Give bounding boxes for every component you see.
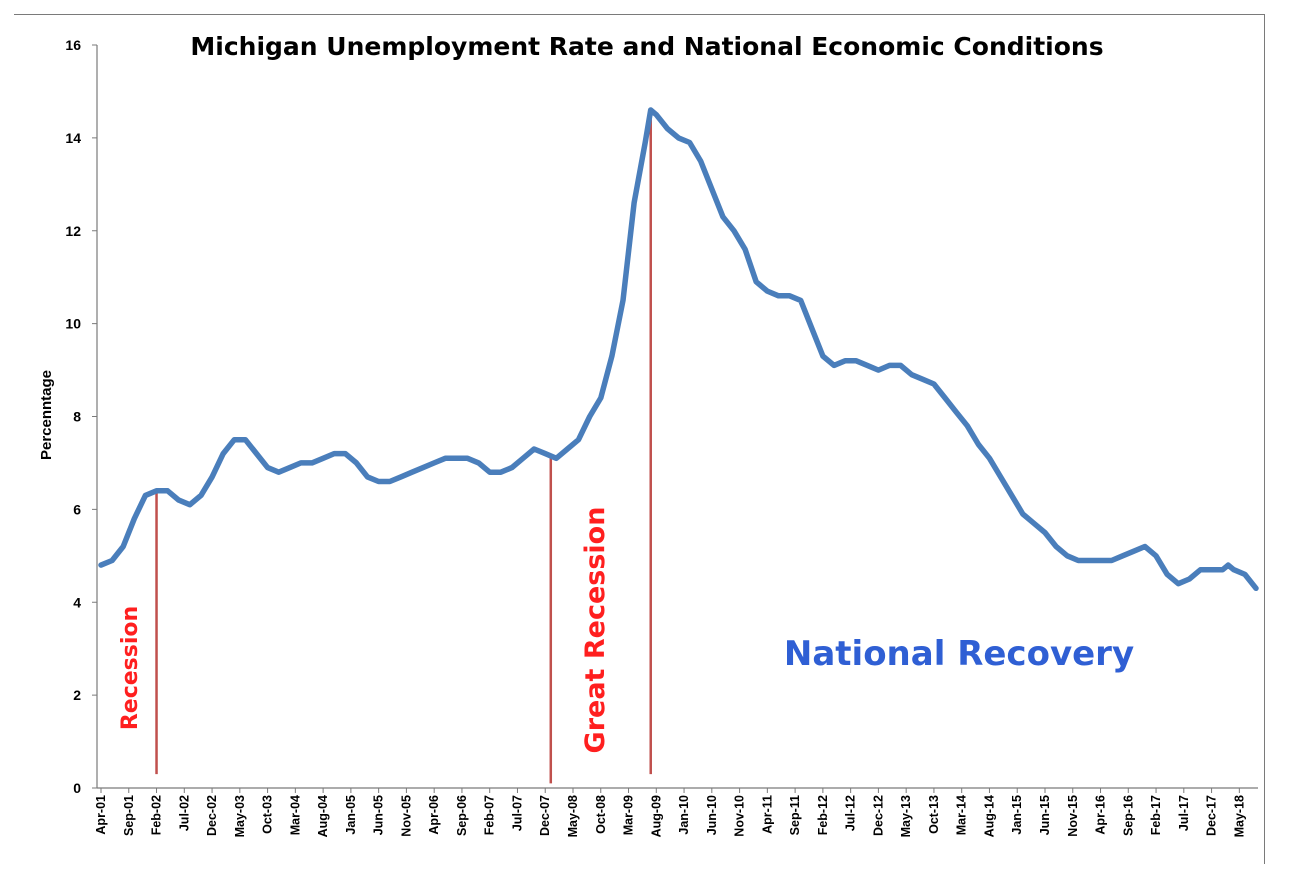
y-tick-label: 0 bbox=[73, 780, 81, 796]
x-tick-label: May-18 bbox=[1232, 795, 1246, 837]
x-tick-label: May-08 bbox=[566, 795, 580, 837]
x-tick-label: Feb-12 bbox=[816, 795, 830, 835]
chart-title: Michigan Unemployment Rate and National … bbox=[190, 32, 1103, 61]
x-tick-label: Nov-05 bbox=[399, 795, 413, 837]
x-tick-label: Jul-12 bbox=[844, 795, 858, 831]
x-tick-label: Jan-05 bbox=[344, 795, 358, 835]
x-tick-label: Apr-06 bbox=[427, 795, 441, 835]
frame-border-right bbox=[1264, 14, 1265, 864]
x-tick-label: Dec-17 bbox=[1205, 795, 1219, 836]
x-tick-label: Jan-15 bbox=[1010, 795, 1024, 835]
x-tick-label: Sep-01 bbox=[122, 795, 136, 836]
x-tick-label: Feb-02 bbox=[150, 795, 164, 835]
x-tick-label: Mar-04 bbox=[288, 795, 302, 835]
x-tick-label: May-03 bbox=[233, 795, 247, 837]
x-tick-label: Oct-03 bbox=[261, 795, 275, 834]
x-tick-label: Mar-14 bbox=[955, 795, 969, 835]
x-tick-label: Sep-06 bbox=[455, 795, 469, 836]
x-tick-label: Oct-08 bbox=[594, 795, 608, 834]
series-group bbox=[98, 107, 1259, 592]
great-recession-label: Great Recession bbox=[580, 507, 611, 754]
y-tick-label: 2 bbox=[73, 687, 81, 703]
y-tick-label: 6 bbox=[73, 501, 81, 517]
y-ticks: 0 2 4 6 8 10 12 14 16 bbox=[65, 37, 97, 796]
x-tick-label: Jun-10 bbox=[705, 795, 719, 835]
x-tick-label: Jan-10 bbox=[677, 795, 691, 835]
x-tick-label: Dec-02 bbox=[205, 795, 219, 836]
frame-border-top bbox=[14, 14, 1265, 15]
x-tick-label: Aug-04 bbox=[316, 795, 330, 837]
x-tick-label: Aug-14 bbox=[982, 795, 996, 837]
x-tick-label: Aug-09 bbox=[649, 795, 663, 837]
x-tick-label: Feb-07 bbox=[483, 795, 497, 835]
x-tick-label: Apr-16 bbox=[1094, 795, 1108, 835]
x-tick-label: Jul-02 bbox=[177, 795, 191, 831]
y-tick-label: 14 bbox=[65, 130, 81, 146]
x-tick-label: Dec-07 bbox=[538, 795, 552, 836]
recession-label: Recession bbox=[118, 606, 143, 730]
y-tick-label: 4 bbox=[73, 594, 81, 610]
y-tick-label: 8 bbox=[73, 409, 81, 425]
recession-markers bbox=[155, 119, 652, 784]
x-tick-label: Sep-16 bbox=[1121, 795, 1135, 836]
y-tick-label: 16 bbox=[65, 37, 81, 53]
x-tick-label: Apr-11 bbox=[760, 795, 774, 834]
y-axis-label: Percenntage bbox=[38, 370, 55, 460]
x-tick-label: Nov-10 bbox=[733, 795, 747, 837]
y-tick-label: 12 bbox=[65, 223, 81, 239]
x-ticks: Apr-01 Sep-01 Feb-02 Jul-02 Dec-02 May-03 Oct-… bbox=[94, 788, 1246, 837]
x-tick-label: May-13 bbox=[899, 795, 913, 837]
x-tick-label: Oct-13 bbox=[927, 795, 941, 834]
x-tick-label: Jul-07 bbox=[510, 795, 524, 831]
x-tick-label: Sep-11 bbox=[788, 795, 802, 835]
x-tick-label: Dec-12 bbox=[871, 795, 885, 836]
national-recovery-label: National Recovery bbox=[784, 634, 1134, 674]
x-tick-label: Jun-05 bbox=[372, 795, 386, 835]
x-tick-label: Apr-01 bbox=[94, 795, 108, 835]
y-tick-label: 10 bbox=[65, 316, 81, 332]
x-tick-label: Feb-17 bbox=[1149, 795, 1163, 835]
x-tick-label: Jul-17 bbox=[1177, 795, 1191, 831]
x-tick-label: Nov-15 bbox=[1066, 795, 1080, 837]
x-tick-label: Mar-09 bbox=[622, 795, 636, 835]
unemployment-rate-line bbox=[98, 107, 1259, 592]
x-tick-label: Jun-15 bbox=[1038, 795, 1052, 835]
